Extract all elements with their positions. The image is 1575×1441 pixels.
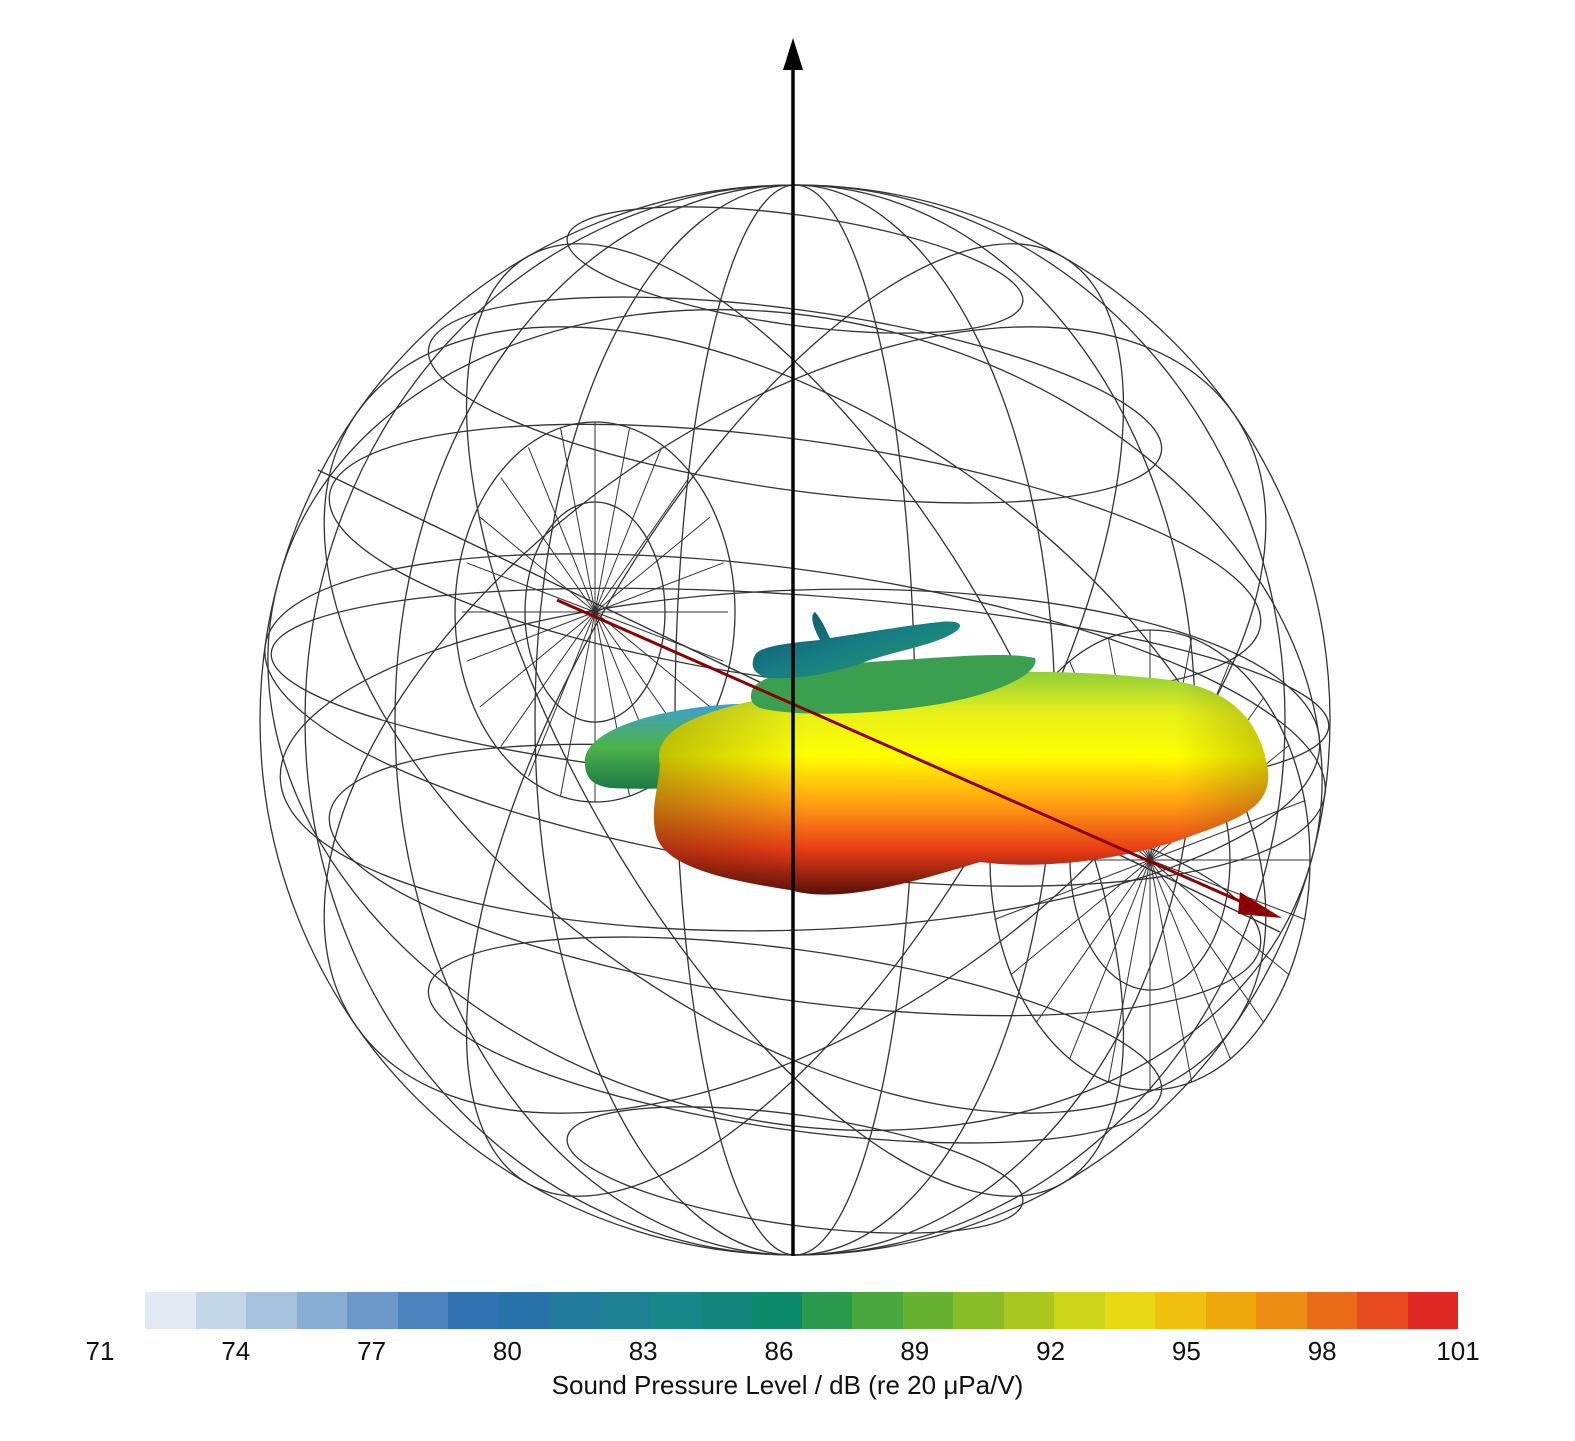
pole-radial-line xyxy=(560,611,596,796)
colorbar-segment xyxy=(1407,1292,1458,1329)
pole-radial-line xyxy=(1149,859,1306,920)
colorbar-label: Sound Pressure Level / dB (re 20 μPa/V) xyxy=(551,1370,1024,1400)
direction-axis-icon xyxy=(556,598,1282,918)
colorbar-tick-label: 77 xyxy=(357,1336,387,1366)
colorbar-tick-label: 95 xyxy=(1171,1336,1201,1366)
pole-radial-line xyxy=(1010,859,1151,976)
pole-radial-line xyxy=(1149,859,1193,1083)
pole-radial-line xyxy=(528,447,596,613)
colorbar-tick-label: 86 xyxy=(764,1336,794,1366)
pole-radial-line xyxy=(466,611,596,662)
colorbar-segment xyxy=(751,1292,802,1329)
colorbar-segment xyxy=(902,1292,953,1329)
pole-radial-line xyxy=(594,516,711,613)
colorbar-segment xyxy=(852,1292,903,1329)
colorbar-segment xyxy=(599,1292,650,1329)
colorbar-segment xyxy=(549,1292,600,1329)
colorbar-segment xyxy=(145,1292,196,1329)
pole-radial-line xyxy=(466,562,596,613)
colorbar-tick-label: 71 xyxy=(85,1336,115,1366)
pole-radial-line xyxy=(1035,859,1151,1023)
colorbar-segment xyxy=(246,1292,297,1329)
pole-radial-line xyxy=(594,562,724,613)
pole-radial-line xyxy=(594,611,724,662)
colorbar-segment xyxy=(195,1292,246,1329)
pole-radial-line xyxy=(1107,859,1151,1083)
colorbar-segment xyxy=(1256,1292,1307,1329)
pole-radial-line xyxy=(500,477,596,613)
colorbar-tick-label: 83 xyxy=(628,1336,658,1366)
colorbar xyxy=(145,1292,1458,1329)
pole-radial-line xyxy=(994,859,1151,920)
radiation-pattern xyxy=(584,612,1269,895)
colorbar-tick-label: 89 xyxy=(900,1336,930,1366)
top-lobe xyxy=(752,612,960,679)
pole-radial-line xyxy=(594,477,690,613)
colorbar-segment xyxy=(1155,1292,1206,1329)
pole-radial-line xyxy=(528,611,596,777)
pole-radial-line xyxy=(479,516,596,613)
pole-radial-line xyxy=(500,611,596,747)
colorbar-segment xyxy=(1357,1292,1408,1329)
colorbar-segment xyxy=(347,1292,398,1329)
pole-radial-line xyxy=(479,611,596,708)
pole-radial-line xyxy=(594,428,630,613)
pole-radial-line xyxy=(594,447,662,613)
colorbar-segment xyxy=(397,1292,448,1329)
colorbar-segment xyxy=(1205,1292,1256,1329)
colorbar-tick-label: 101 xyxy=(1436,1336,1480,1366)
pole-radial-line xyxy=(1069,859,1151,1060)
colorbar-segment xyxy=(296,1292,347,1329)
pole-radial-line xyxy=(560,428,596,613)
colorbar-segment xyxy=(953,1292,1004,1329)
colorbar-segment xyxy=(650,1292,701,1329)
main-lobe-shade xyxy=(653,671,1269,895)
colorbar-tick-label: 92 xyxy=(1036,1336,1066,1366)
colorbar-segment xyxy=(700,1292,751,1329)
colorbar-tick-label: 80 xyxy=(492,1336,522,1366)
colorbar-segment xyxy=(498,1292,549,1329)
pole-radial-line xyxy=(1149,859,1265,1023)
colorbar-tick-label: 74 xyxy=(221,1336,251,1366)
pole-radial-line xyxy=(1149,859,1231,1060)
colorbar-segment xyxy=(1104,1292,1155,1329)
colorbar-tick-label: 98 xyxy=(1307,1336,1337,1366)
vertical-axis-icon xyxy=(783,38,803,1256)
pole-radial-line xyxy=(594,611,711,708)
pole-radial-line xyxy=(1149,859,1290,976)
colorbar-segment xyxy=(1306,1292,1357,1329)
pole-radial-line xyxy=(1149,800,1306,861)
colorbar-segment xyxy=(801,1292,852,1329)
colorbar-segment xyxy=(1003,1292,1054,1329)
colorbar-segment xyxy=(1054,1292,1105,1329)
colorbar-segment xyxy=(448,1292,499,1329)
